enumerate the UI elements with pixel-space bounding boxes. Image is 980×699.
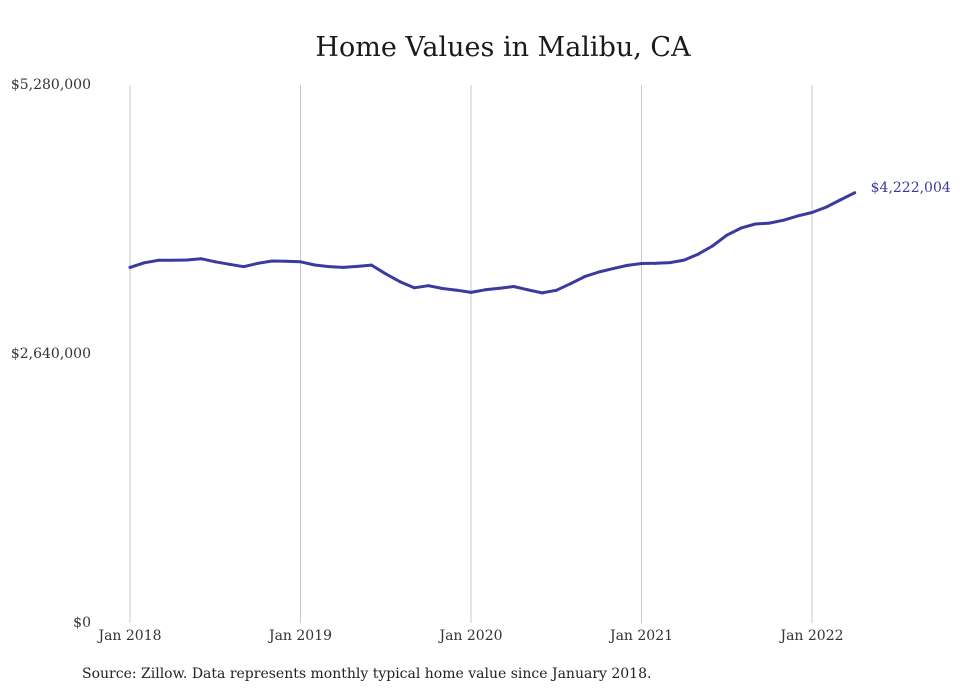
- data-point: [142, 261, 146, 265]
- data-point: [625, 263, 629, 267]
- series-layer: $4,222,004: [128, 180, 951, 295]
- x-tick-label: Jan 2018: [96, 628, 161, 644]
- data-point: [227, 262, 231, 266]
- data-point: [526, 288, 530, 292]
- data-point: [199, 257, 203, 261]
- data-point: [554, 288, 558, 292]
- data-point: [412, 286, 416, 290]
- data-point: [796, 214, 800, 218]
- data-point: [483, 288, 487, 292]
- data-point: [441, 286, 445, 290]
- data-point: [568, 282, 572, 286]
- data-point: [341, 265, 345, 269]
- y-tick-label: $0: [73, 615, 91, 631]
- data-point: [597, 270, 601, 274]
- data-point: [384, 272, 388, 276]
- data-point: [682, 258, 686, 262]
- y-tick-label: $5,280,000: [11, 77, 91, 93]
- data-point: [242, 265, 246, 269]
- x-tick-label: Jan 2022: [778, 628, 843, 644]
- data-point: [838, 198, 842, 202]
- x-tick-label: Jan 2021: [608, 628, 673, 644]
- data-point: [185, 258, 189, 262]
- data-point: [156, 258, 160, 262]
- gridlines: [129, 85, 813, 623]
- data-point: [299, 260, 302, 264]
- data-point: [739, 226, 743, 230]
- data-point: [611, 267, 615, 271]
- data-point: [696, 252, 700, 256]
- x-tick-label: Jan 2019: [267, 628, 332, 644]
- y-tick-label: $2,640,000: [11, 346, 91, 362]
- end-value-label: $4,222,004: [871, 180, 951, 196]
- x-axis-ticks: Jan 2018 Jan 2019 Jan 2020 Jan 2021 Jan 2022: [96, 628, 843, 644]
- y-axis-ticks: $0 $2,640,000 $5,280,000: [11, 77, 91, 631]
- series-line: [128, 191, 857, 295]
- data-point: [540, 291, 544, 295]
- data-point: [668, 261, 672, 265]
- data-point: [583, 275, 587, 279]
- data-point: [313, 263, 317, 267]
- data-point: [398, 280, 402, 284]
- data-point: [171, 258, 175, 262]
- data-point: [640, 262, 643, 266]
- data-point: [426, 284, 430, 288]
- data-point: [327, 265, 331, 269]
- data-point: [853, 191, 857, 195]
- data-point: [284, 259, 288, 263]
- data-point: [213, 260, 217, 264]
- data-point: [654, 261, 658, 265]
- data-point: [753, 222, 757, 226]
- data-point: [270, 259, 274, 263]
- data-point: [725, 233, 729, 237]
- data-point: [128, 265, 132, 269]
- data-point: [469, 290, 473, 294]
- data-point: [256, 261, 260, 265]
- x-tick-label: Jan 2020: [437, 628, 502, 644]
- source-note: Source: Zillow. Data represents monthly …: [82, 666, 652, 682]
- data-point: [711, 244, 715, 248]
- data-point: [824, 205, 828, 209]
- data-point: [355, 264, 359, 268]
- data-point: [370, 263, 374, 267]
- data-point: [497, 286, 501, 290]
- data-point: [767, 221, 771, 225]
- chart-title: Home Values in Malibu, CA: [315, 32, 691, 63]
- data-point: [782, 218, 786, 222]
- data-point: [512, 285, 516, 289]
- data-point: [810, 210, 814, 214]
- data-point: [455, 288, 459, 292]
